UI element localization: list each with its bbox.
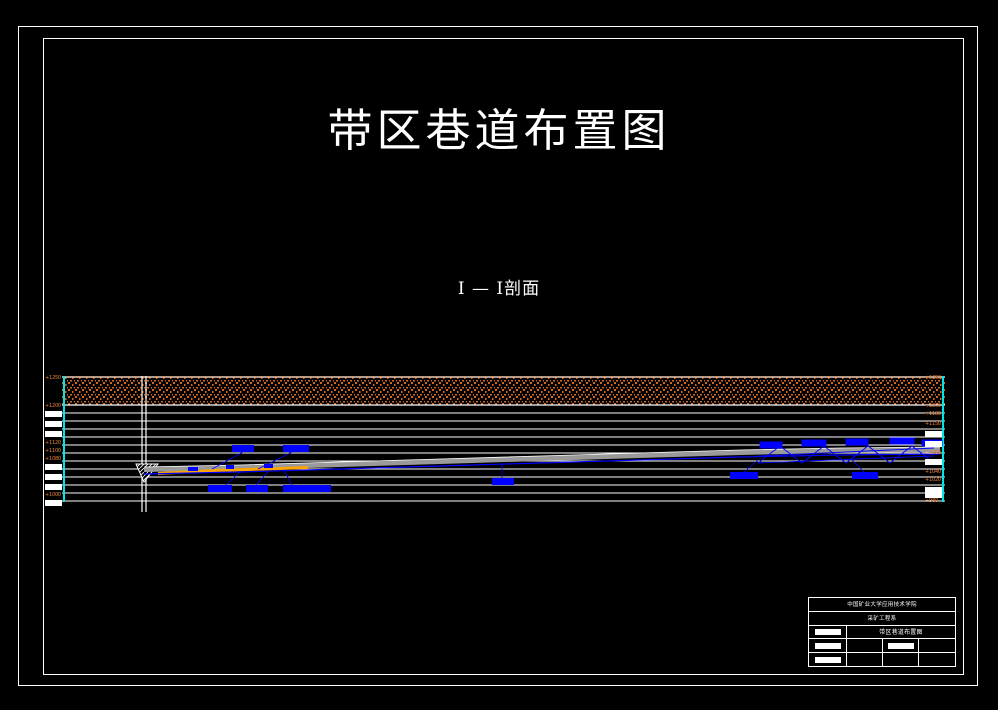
annotation-labels-mid: [492, 464, 514, 485]
elev-label: [925, 487, 942, 493]
elev-label: [925, 441, 942, 447]
title-block-attr-cell[interactable]: [847, 639, 883, 653]
elev-label: [45, 431, 62, 437]
elev-label: +1080: [925, 450, 941, 456]
title-block-attr-cell[interactable]: [809, 653, 847, 666]
attr-chip: [887, 642, 914, 649]
elev-label: +1150: [925, 421, 941, 427]
title-block-attr-cell[interactable]: [809, 639, 847, 653]
title-block-attr-row: [809, 653, 955, 666]
institution-label: 中国矿业大学应用技术学院: [847, 602, 917, 609]
elev-label: [925, 431, 942, 437]
sheet-outer-border: [18, 26, 978, 686]
page-title: 带区巷道布置图: [327, 104, 671, 157]
elev-label: +1020: [925, 477, 941, 483]
title-block-attr-cell[interactable]: [883, 653, 919, 666]
elev-label: +1040: [925, 469, 941, 475]
title-block-attr-cell[interactable]: [847, 653, 883, 666]
title-block-attr-cell[interactable]: [809, 625, 847, 639]
section-title: Ⅰ — Ⅰ剖面: [457, 279, 541, 299]
overburden-layer: [62, 376, 945, 406]
elev-label: [45, 484, 62, 490]
drawing-name-cell: 带区巷道布置图: [847, 626, 955, 639]
elev-label: +1100: [45, 448, 61, 454]
elev-label: [45, 474, 62, 480]
seam-markers: [188, 464, 273, 471]
elev-label: +1250: [925, 375, 941, 381]
coal-seam-band: [144, 447, 940, 472]
geological-section-drawing: [40, 368, 960, 513]
main-roadway-line: [143, 453, 941, 475]
attr-chip: [814, 628, 841, 635]
annotation-labels-right: [730, 459, 878, 479]
title-block-attr-row: [809, 639, 955, 654]
coal-seam-outline: [143, 446, 941, 468]
elev-label: +1200: [45, 403, 61, 409]
sheet-inner-border: [43, 38, 964, 675]
attr-chip: [814, 642, 841, 649]
vertical-shaft: [141, 376, 147, 512]
title-block-attr-cell[interactable]: [883, 639, 919, 653]
annotation-labels-left: [208, 445, 331, 492]
title-block-institution-row: 中国矿业大学应用技术学院: [809, 598, 955, 612]
title-block-attr-cell[interactable]: [919, 653, 955, 666]
elev-label: +1120: [45, 440, 61, 446]
title-block[interactable]: 中国矿业大学应用技术学院 采矿工程系 带区巷道布置图: [808, 597, 956, 667]
elev-label: [45, 500, 62, 506]
title-block-department-row: 采矿工程系: [809, 612, 955, 626]
elev-label: [45, 464, 62, 470]
title-block-attr-cell[interactable]: [919, 639, 955, 652]
drawing-name-label: 带区巷道布置图: [879, 629, 923, 637]
elev-label: +1180: [925, 411, 941, 417]
elev-label: +1080: [45, 456, 61, 462]
attr-chip: [814, 656, 841, 663]
elev-label: +980: [925, 498, 938, 504]
elev-label: +1250: [45, 375, 61, 381]
title-block-name-row: 带区巷道布置图: [809, 625, 955, 640]
elev-label: [925, 492, 942, 498]
elev-label: +1000: [45, 492, 61, 498]
elev-label: +1200: [925, 403, 941, 409]
elev-label: [45, 421, 62, 427]
elev-label: [925, 459, 942, 465]
department-label: 采矿工程系: [867, 616, 897, 623]
elev-label: [45, 411, 62, 417]
